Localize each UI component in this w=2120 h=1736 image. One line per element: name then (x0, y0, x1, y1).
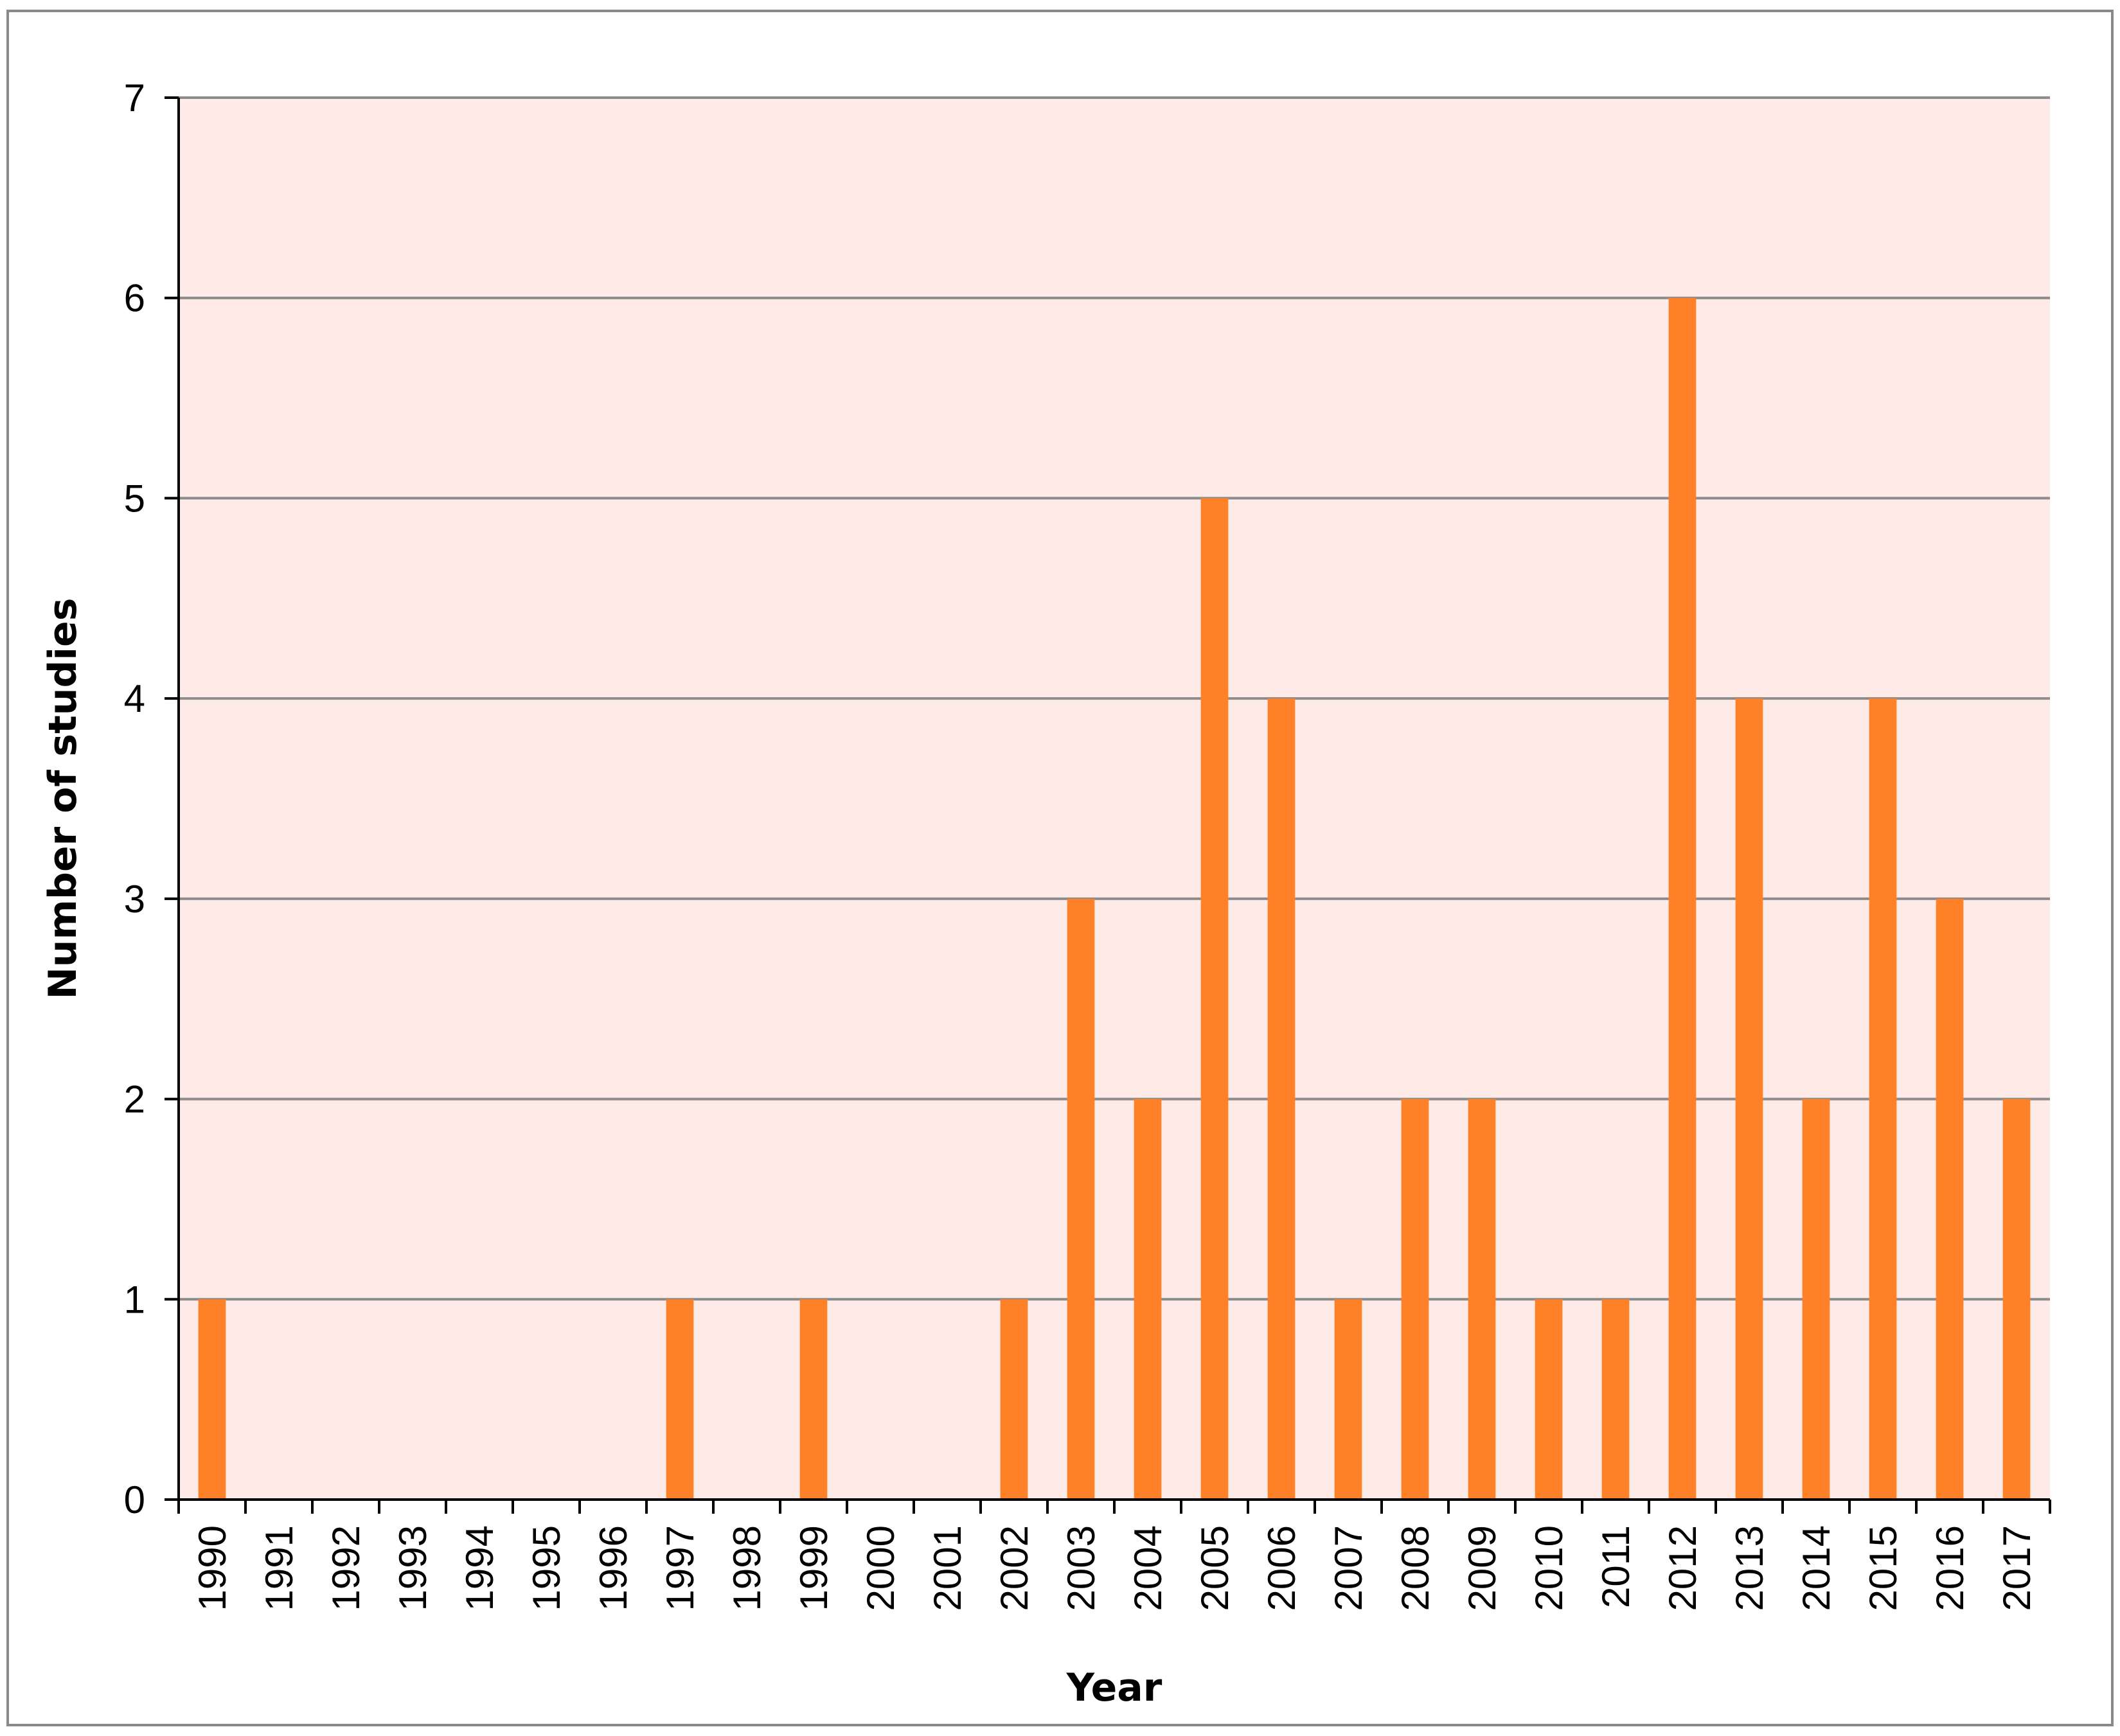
x-tick-label: 2015 (1862, 1525, 1905, 1611)
x-tick-label: 1999 (792, 1525, 835, 1611)
bar-1997 (666, 1299, 694, 1500)
x-tick-label: 2006 (1260, 1525, 1303, 1611)
bar-2002 (1000, 1299, 1028, 1500)
x-tick-label: 2011 (1594, 1525, 1637, 1608)
y-tick-label: 3 (124, 878, 145, 921)
x-tick-label: 1997 (659, 1525, 702, 1611)
y-tick-label: 5 (124, 477, 145, 520)
x-tick-label: 1993 (391, 1525, 434, 1611)
bar-2004 (1134, 1099, 1162, 1500)
bar-2007 (1334, 1299, 1362, 1500)
bar-2017 (2002, 1099, 2031, 1500)
x-tick-labels: 1990 1991 1992 1993 1994 1995 1996 1997 1998 1999… (191, 1525, 2038, 1611)
bar-2006 (1267, 698, 1296, 1500)
bar-2013 (1735, 698, 1763, 1500)
bar-2016 (1936, 898, 1964, 1500)
x-tick-label: 2009 (1461, 1525, 1504, 1611)
y-axis-title: Number of studies (40, 598, 85, 1000)
x-tick-label: 2014 (1795, 1525, 1838, 1611)
y-tick-label: 4 (124, 677, 145, 720)
bar-2005 (1200, 498, 1229, 1500)
x-tick-label: 1994 (458, 1525, 501, 1611)
bar-1999 (799, 1299, 828, 1500)
x-tick-label: 2003 (1060, 1525, 1103, 1611)
x-tick-label: 2013 (1728, 1525, 1771, 1611)
bar-1990 (198, 1299, 226, 1500)
y-tick-label: 1 (124, 1278, 145, 1321)
x-tick-label: 1998 (726, 1525, 769, 1611)
x-tick-label: 2007 (1327, 1525, 1370, 1611)
axes (165, 96, 2051, 1514)
x-tick-label: 2012 (1661, 1525, 1704, 1611)
x-tick-label: 1992 (325, 1525, 368, 1611)
bar-2010 (1535, 1299, 1563, 1500)
y-tick-labels: 0 1 2 3 4 5 6 7 (124, 76, 145, 1521)
y-tick-label: 2 (124, 1078, 145, 1121)
x-tick-label: 2002 (993, 1525, 1036, 1611)
x-tick-label: 2000 (859, 1525, 902, 1611)
x-tick-label: 1995 (525, 1525, 568, 1611)
bar-2003 (1067, 898, 1095, 1500)
bar-2011 (1601, 1299, 1630, 1500)
bars (198, 297, 2031, 1500)
x-tick-label: 2001 (926, 1525, 969, 1611)
y-tick-label: 6 (124, 277, 145, 320)
x-tick-label: 2017 (1995, 1525, 2038, 1611)
x-axis-title: Year (1066, 1665, 1162, 1710)
bar-2012 (1668, 297, 1697, 1500)
x-tick-label: 1991 (258, 1525, 301, 1611)
bar-2008 (1401, 1099, 1429, 1500)
x-tick-label: 2004 (1127, 1525, 1170, 1611)
y-tick-label: 0 (124, 1478, 145, 1521)
x-tick-label: 2008 (1394, 1525, 1437, 1611)
x-tick-label: 1990 (191, 1525, 234, 1611)
plot-area (179, 98, 2050, 1500)
y-tick-label: 7 (124, 76, 145, 120)
x-tick-label: 2005 (1193, 1525, 1236, 1611)
x-tick-label: 2016 (1928, 1525, 1972, 1611)
x-tick-label: 2010 (1528, 1525, 1571, 1611)
bar-2014 (1802, 1099, 1830, 1500)
bar-2009 (1468, 1099, 1496, 1500)
bar-2015 (1869, 698, 1897, 1500)
x-tick-label: 1996 (592, 1525, 635, 1611)
